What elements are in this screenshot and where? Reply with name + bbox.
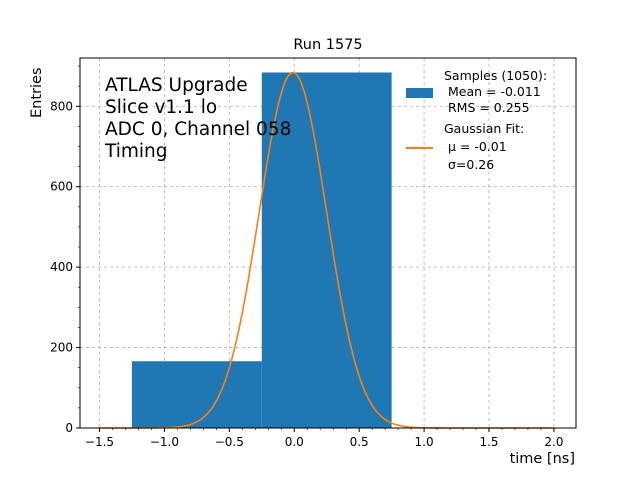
legend-hist-line-1: Samples (1050):: [444, 68, 547, 83]
annotation-line-3: ADC 0, Channel 058: [105, 119, 291, 140]
legend-histogram-swatch: [406, 88, 433, 98]
legend-fit-line-3: σ=0.26: [444, 157, 494, 172]
y-axis-label: Entries: [29, 67, 45, 118]
histogram-bar: [261, 72, 392, 428]
y-axis-ticks: 0 200 400 600 800: [50, 65, 80, 435]
annotation-line-4: Timing: [104, 141, 168, 162]
x-tick-label: 1.0: [415, 435, 434, 449]
y-tick-label: 0: [65, 421, 73, 435]
annotation-block: ATLAS Upgrade Slice v1.1 lo ADC 0, Chann…: [104, 75, 291, 162]
legend: Samples (1050): Mean = -0.011 RMS = 0.25…: [406, 68, 547, 172]
x-tick-label: 2.0: [544, 435, 563, 449]
annotation-line-1: ATLAS Upgrade: [105, 75, 248, 96]
x-tick-label: −1.0: [150, 435, 179, 449]
x-tick-label: 1.5: [479, 435, 498, 449]
y-tick-label: 200: [50, 341, 73, 355]
y-tick-label: 600: [50, 180, 73, 194]
y-tick-label: 400: [50, 260, 73, 274]
legend-fit-line-1: Gaussian Fit:: [444, 121, 524, 136]
x-tick-label: −0.5: [215, 435, 244, 449]
plot-frame: [79, 57, 577, 429]
histogram-bars: [131, 72, 392, 428]
y-tick-label: 800: [50, 99, 73, 113]
chart-title: Run 1575: [293, 37, 362, 53]
x-tick-label: 0.0: [285, 435, 304, 449]
legend-hist-line-3: RMS = 0.255: [444, 100, 530, 115]
annotation-line-2: Slice v1.1 lo: [105, 97, 217, 118]
histogram-bar: [131, 361, 262, 428]
x-tick-label: −1.5: [85, 435, 114, 449]
x-axis-label: time [ns]: [510, 451, 575, 467]
x-tick-label: 0.5: [350, 435, 369, 449]
legend-fit-line-2: μ = -0.01: [444, 139, 507, 154]
legend-hist-line-2: Mean = -0.011: [444, 84, 541, 99]
x-axis-ticks: −1.5 −1.0 −0.5 0.0 0.5 1.0 1.5 2.0: [85, 428, 563, 449]
